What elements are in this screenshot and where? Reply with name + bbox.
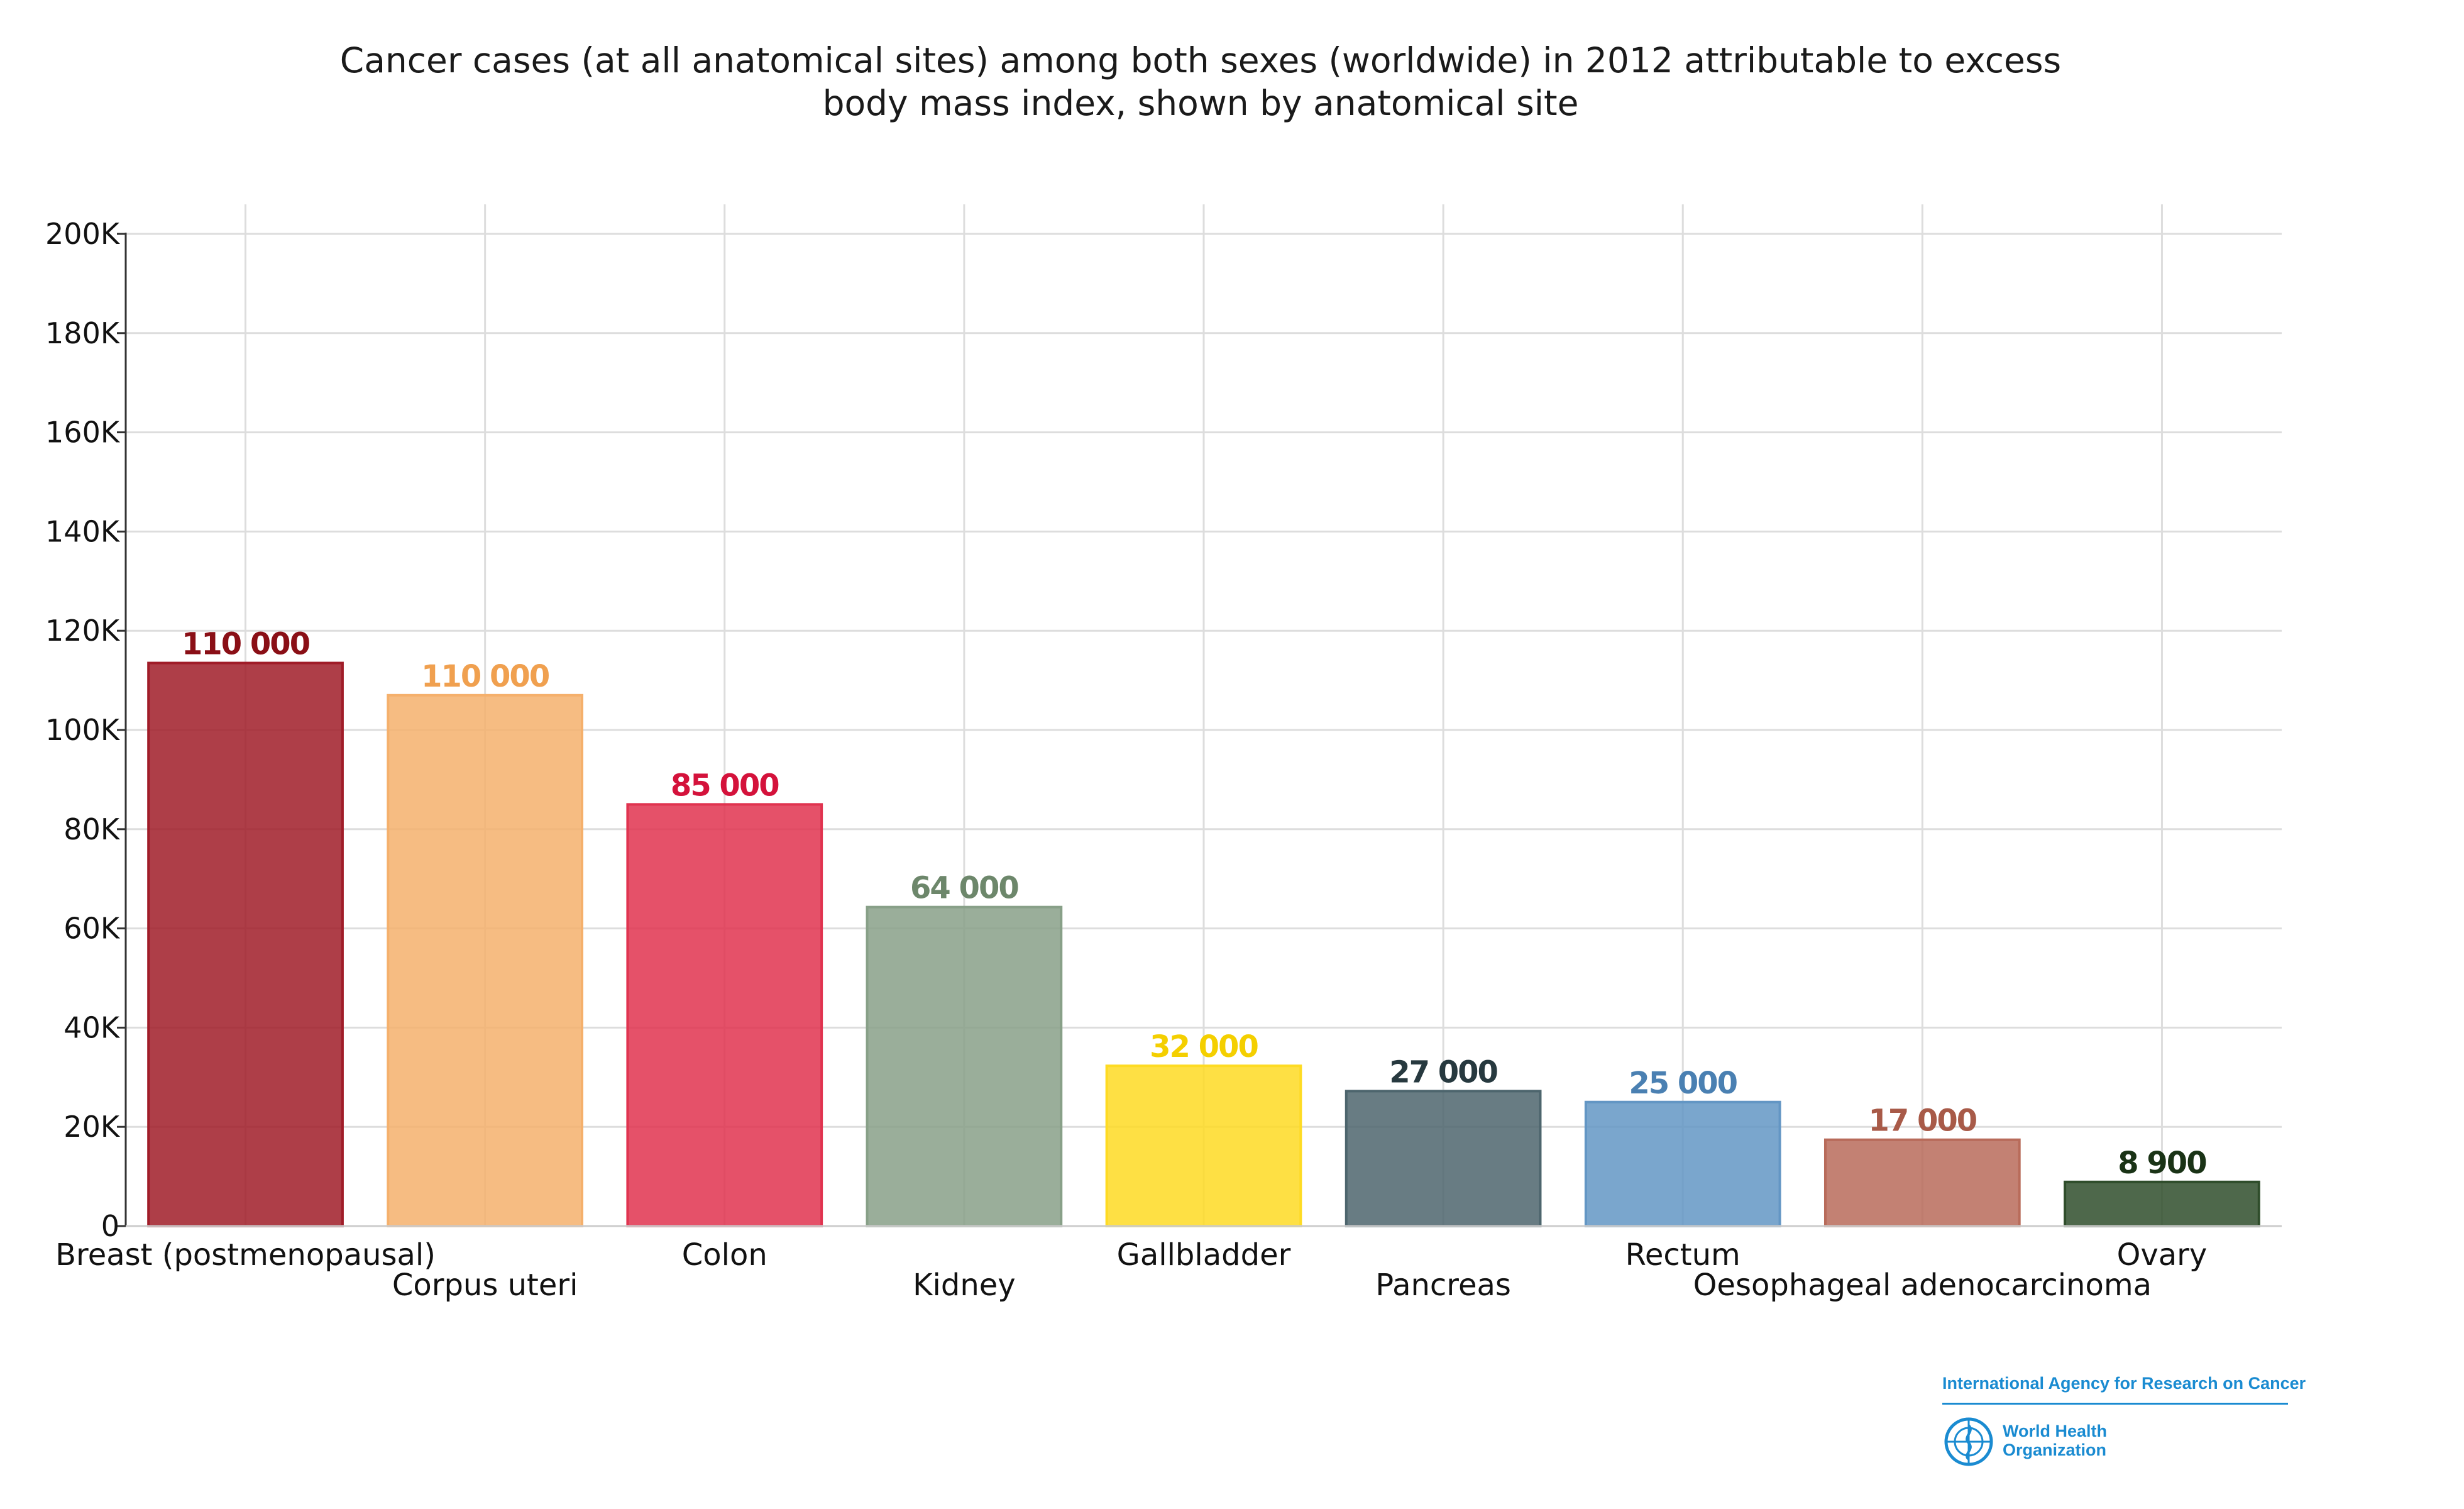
y-tick-label: 40K [63, 1010, 121, 1044]
logo-agency-name: International Agency for Research on Can… [1942, 1374, 2306, 1393]
bar-data-label: 17 000 [1868, 1103, 1976, 1139]
axes [117, 233, 2282, 1227]
bar [1345, 1090, 1542, 1227]
bar-data-label: 110 000 [182, 626, 310, 661]
logo-who-name: World Health Organization [2003, 1422, 2107, 1459]
bar-data-label: 85 000 [671, 768, 779, 803]
y-tick-label: 120K [45, 614, 121, 648]
x-category-label: Corpus uteri [392, 1268, 578, 1303]
bar-data-label: 64 000 [910, 871, 1018, 906]
logo-divider [1942, 1403, 2288, 1405]
logo-who-line-1: World Health [2003, 1422, 2108, 1440]
x-category-label: Kidney [913, 1268, 1016, 1303]
logo-who-line-2: Organization [2003, 1440, 2107, 1459]
bar [2064, 1180, 2260, 1228]
labels: 0 20K 40K 60K 80K 100K 120K 140K 160K 180K 200K 110… [45, 217, 2208, 1303]
y-tick-label: 160K [45, 416, 121, 450]
bar [147, 661, 344, 1227]
x-category-label: Colon [682, 1237, 767, 1273]
x-category-label: Oesophageal adenocarcinoma [1693, 1268, 2152, 1303]
y-tick-label: 100K [45, 713, 121, 747]
y-tick-label: 20K [63, 1110, 121, 1144]
y-tick-label: 140K [45, 514, 121, 548]
chart-title-line-1: Cancer cases (at all anatomical sites) a… [339, 40, 2062, 80]
chart-title-line-2: body mass index, shown by anatomical sit… [822, 83, 1579, 123]
x-category-label: Rectum [1625, 1237, 1741, 1273]
y-tick-label: 60K [63, 912, 121, 946]
bar [866, 905, 1063, 1227]
x-category-label: Pancreas [1375, 1268, 1511, 1303]
x-category-label: Gallbladder [1117, 1237, 1291, 1273]
bar [1823, 1138, 2021, 1227]
bar [387, 694, 584, 1227]
bar [1584, 1100, 1781, 1227]
x-category-label: Breast (postmenopausal) [55, 1237, 436, 1273]
bar-data-label: 32 000 [1150, 1029, 1258, 1064]
bar-data-label: 110 000 [421, 659, 549, 694]
iarc-who-logo: International Agency for Research on Can… [1942, 1374, 2306, 1474]
y-tick-label: 80K [63, 812, 121, 846]
y-tick-label: 180K [45, 316, 121, 350]
x-category-label: Ovary [2117, 1237, 2208, 1273]
bar-data-label: 27 000 [1389, 1054, 1497, 1090]
y-tick-label: 0 [101, 1209, 119, 1243]
bar-data-label: 8 900 [2118, 1146, 2206, 1181]
chart-title: Cancer cases (at all anatomical sites) a… [0, 39, 2401, 124]
bar [626, 803, 823, 1227]
y-tick-label: 200K [45, 217, 121, 251]
bar-data-label: 25 000 [1629, 1066, 1737, 1101]
bars [147, 661, 2260, 1228]
who-emblem-icon [1944, 1417, 1993, 1466]
bar [1105, 1064, 1302, 1227]
